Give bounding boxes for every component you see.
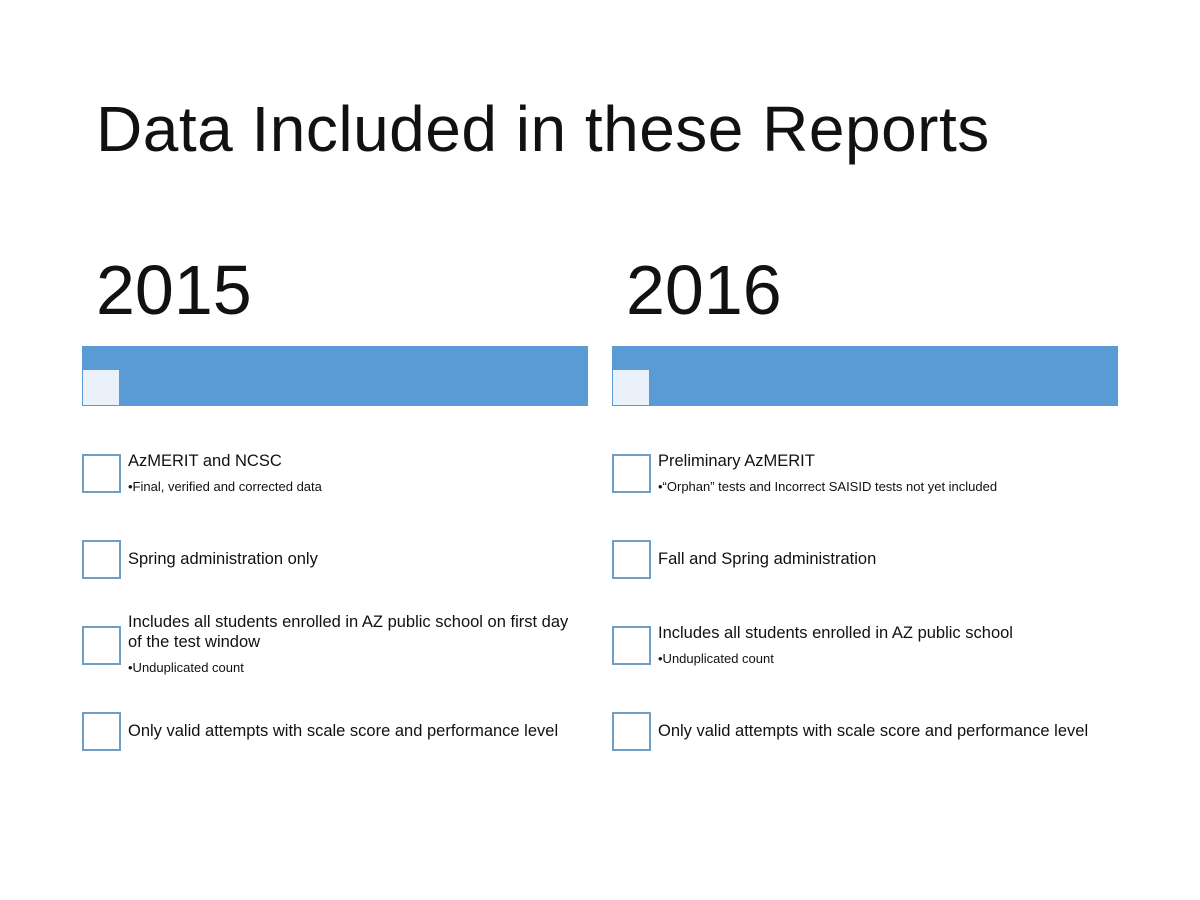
checkbox-icon	[612, 626, 651, 665]
header-bar	[82, 346, 588, 406]
item-text: Includes all students enrolled in AZ pub…	[128, 613, 569, 651]
item-text: AzMERIT and NCSC	[128, 452, 282, 470]
checkbox-icon	[82, 454, 121, 493]
checkbox-icon	[612, 454, 651, 493]
item-text: Only valid attempts with scale score and…	[128, 722, 559, 740]
item-subtext: •Unduplicated count	[658, 651, 774, 666]
column-2015: 2015 AzMERIT and NCSC •Final, verified a…	[82, 0, 588, 900]
item-text: Fall and Spring administration	[658, 550, 877, 568]
checkbox-icon	[612, 540, 651, 579]
item-text: Only valid attempts with scale score and…	[658, 722, 1089, 740]
item-text: Spring administration only	[128, 550, 318, 568]
header-bar	[612, 346, 1118, 406]
item-text: Preliminary AzMERIT	[658, 452, 815, 470]
page-title: Data Included in these Reports	[96, 93, 990, 165]
checkbox-icon	[82, 540, 121, 579]
item-text: Includes all students enrolled in AZ pub…	[658, 624, 1013, 642]
year-heading: 2015	[96, 251, 252, 329]
bar-square	[613, 370, 649, 405]
item-subtext: •“Orphan” tests and Incorrect SAISID tes…	[658, 479, 998, 494]
checkbox-icon	[82, 712, 121, 751]
item-subtext: •Unduplicated count	[128, 660, 244, 675]
checkbox-icon	[612, 712, 651, 751]
column-2016: 2016 Preliminary AzMERIT •“Orphan” tests…	[612, 0, 1118, 900]
item-subtext: •Final, verified and corrected data	[128, 479, 322, 494]
year-heading: 2016	[626, 251, 782, 329]
bar-square	[83, 370, 119, 405]
checkbox-icon	[82, 626, 121, 665]
